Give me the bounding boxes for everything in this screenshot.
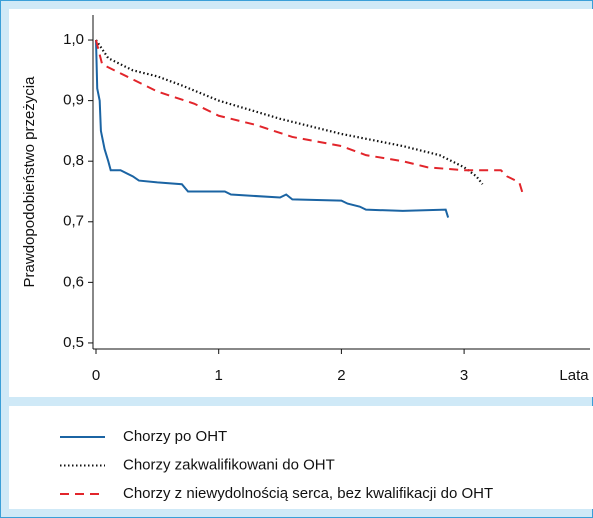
legend-panel — [9, 406, 593, 509]
series-line — [95, 39, 524, 195]
x-tick-label: 0 — [92, 367, 100, 384]
y-axis-title: Prawdopodobieństwo przeżycia — [21, 76, 38, 288]
series-line — [95, 39, 484, 185]
x-tick-label: 3 — [460, 367, 468, 384]
y-tick-label: 0,8 — [63, 152, 84, 169]
x-tick-label: 2 — [337, 367, 345, 384]
series-line — [95, 40, 450, 218]
y-tick-label: 0,6 — [63, 273, 84, 290]
y-tick-label: 0,5 — [63, 334, 84, 351]
x-axis-title: Lata — [559, 367, 589, 384]
legend-label: Chorzy zakwalifikowani do OHT — [123, 456, 335, 473]
plot-panel — [9, 9, 593, 397]
legend-label: Chorzy z niewydolnością serca, bez kwali… — [123, 485, 493, 502]
y-tick-label: 0,7 — [63, 213, 84, 230]
legend-label: Chorzy po OHT — [123, 428, 227, 445]
x-tick-label: 1 — [215, 367, 223, 384]
y-tick-label: 1,0 — [63, 31, 84, 48]
y-tick-label: 0,9 — [63, 92, 84, 109]
